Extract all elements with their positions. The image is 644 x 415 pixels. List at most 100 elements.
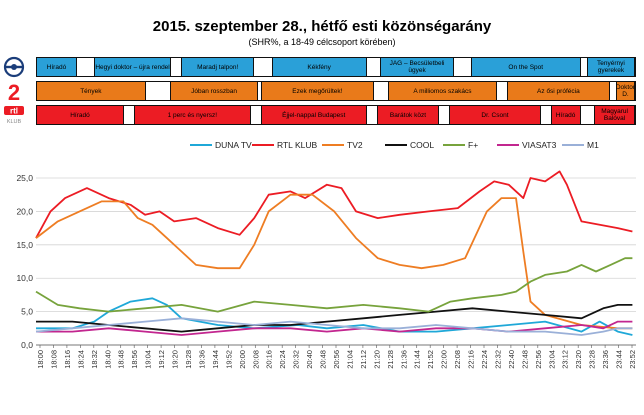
program-block — [76, 58, 95, 76]
x-tick-label: 23:12 — [561, 350, 570, 369]
program-block — [540, 106, 552, 124]
program-block — [580, 58, 588, 76]
program-block: On the Spot — [471, 58, 581, 76]
x-tick-label: 22:48 — [520, 350, 529, 369]
program-block: Éjjel-nappal Budapest — [261, 106, 367, 124]
x-tick-label: 22:08 — [453, 350, 462, 369]
legend-label: TV2 — [347, 140, 363, 150]
program-block — [366, 106, 378, 124]
x-tick-label: 18:16 — [63, 350, 72, 369]
x-tick-label: 19:12 — [157, 350, 166, 369]
program-block: Híradó — [37, 106, 124, 124]
series-line-cool — [36, 303, 633, 333]
x-tick-label: 18:24 — [76, 350, 85, 369]
tv2-channel-logo-icon: 2 — [3, 80, 25, 104]
x-tick-label: 22:56 — [534, 350, 543, 369]
program-block — [453, 58, 472, 76]
program-block: Jóban rosszban — [171, 82, 259, 100]
line-chart: 0,0 5,0 10,0 15,0 20,0 25,0 18:00 18:08 18:16 18… — [16, 140, 637, 369]
program-block — [145, 82, 172, 100]
program-block: Dr. Csont — [450, 106, 541, 124]
x-tick-label: 21:44 — [413, 350, 422, 369]
x-tick-label: 21:36 — [399, 350, 408, 369]
program-block: Tenyérnyi gyerekek — [587, 58, 635, 76]
program-block — [254, 58, 273, 76]
x-tick-label: 18:00 — [36, 350, 45, 369]
legend-label: VIASAT3 — [522, 140, 557, 150]
legend-label: COOL — [410, 140, 434, 150]
chart-title: 2015. szeptember 28., hétfő esti közönsé… — [152, 18, 492, 35]
program-block — [497, 82, 509, 100]
y-tick-label: 25,0 — [16, 173, 33, 183]
x-tick-label: 19:04 — [144, 350, 153, 369]
series-line-f- — [35, 257, 633, 313]
x-tick-label: 22:40 — [507, 350, 516, 369]
program-block: Hegyi doktor – újra rendel — [94, 58, 172, 76]
program-block — [171, 58, 182, 76]
x-tick-label: 20:56 — [332, 350, 341, 369]
x-tick-label: 20:08 — [251, 350, 260, 369]
x-tick-label: 19:36 — [197, 350, 206, 369]
x-tick-label: 19:52 — [224, 350, 233, 369]
series-line-rtl-klub — [35, 170, 633, 239]
program-block: JAG – Becsületbeli ügyek — [381, 58, 454, 76]
chart-subtitle: (SHR%, a 18-49 célcsoport körében) — [248, 37, 396, 47]
program-block — [609, 82, 617, 100]
legend-label: F+ — [468, 140, 478, 150]
program-block — [250, 106, 262, 124]
tv2-logo-text: 2 — [8, 80, 20, 104]
y-tick-label: 5,0 — [21, 307, 33, 317]
x-tick-label: 18:40 — [103, 350, 112, 369]
series-line-tv2 — [35, 193, 633, 330]
x-tick-label: 20:00 — [238, 350, 247, 369]
x-tick-label: 23:04 — [547, 350, 556, 369]
x-tick-label: 23:44 — [615, 350, 624, 369]
x-tick-label: 18:08 — [49, 350, 58, 369]
legend-label: RTL KLUB — [277, 140, 317, 150]
series-line-m1 — [35, 317, 633, 336]
x-tick-label: 22:32 — [493, 350, 502, 369]
x-tick-label: 18:56 — [130, 350, 139, 369]
x-tick-label: 23:20 — [574, 350, 583, 369]
program-block — [123, 106, 135, 124]
program-block: Kékfény — [272, 58, 367, 76]
schedule-band-tv2: Tények Jóban rosszban Ezek megőrültek! A mi… — [36, 81, 636, 101]
x-tick-label: 18:32 — [90, 350, 99, 369]
x-tick-label: 22:16 — [467, 350, 476, 369]
y-tick-label: 10,0 — [16, 273, 33, 283]
x-tick-label: 21:28 — [386, 350, 395, 369]
program-block: Doktor D. — [616, 82, 635, 100]
program-block: Ezek megőrültek! — [261, 82, 375, 100]
program-block: Tények — [37, 82, 146, 100]
program-block: Híradó — [551, 106, 581, 124]
program-block: A milliomos szakács — [388, 82, 498, 100]
program-block: 1 perc és nyersz! — [134, 106, 251, 124]
x-tick-label: 23:28 — [588, 350, 597, 369]
x-tick-label: 20:32 — [292, 350, 301, 369]
x-tick-label: 19:28 — [184, 350, 193, 369]
y-tick-label: 20,0 — [16, 206, 33, 216]
program-block: Az ősi prófécia — [508, 82, 610, 100]
x-tick-label: 19:44 — [211, 350, 220, 369]
x-tick-label: 19:20 — [171, 350, 180, 369]
x-tick-label: 20:16 — [265, 350, 274, 369]
x-tick-label: 20:48 — [319, 350, 328, 369]
program-block: Barátok közt — [377, 106, 440, 124]
rtl-logo-subtext: KLUB — [7, 119, 22, 125]
x-tick-label: 21:20 — [372, 350, 381, 369]
y-tick-label: 0,0 — [21, 340, 33, 350]
program-block — [374, 82, 389, 100]
x-tick-label: 23:36 — [601, 350, 610, 369]
x-tick-label: 21:52 — [426, 350, 435, 369]
program-block: Magyarul Balóval — [595, 106, 635, 124]
legend-label: M1 — [587, 140, 599, 150]
x-tick-label: 20:40 — [305, 350, 314, 369]
rtl-logo-text: rtl — [10, 107, 18, 116]
program-block — [439, 106, 451, 124]
program-block — [258, 82, 262, 100]
m1-channel-logo-icon — [3, 56, 25, 78]
x-tick-label: 22:00 — [440, 350, 449, 369]
x-tick-label: 21:12 — [359, 350, 368, 369]
x-tick-label: 18:48 — [117, 350, 126, 369]
rtl-klub-logo-icon: rtl KLUB — [4, 106, 24, 125]
